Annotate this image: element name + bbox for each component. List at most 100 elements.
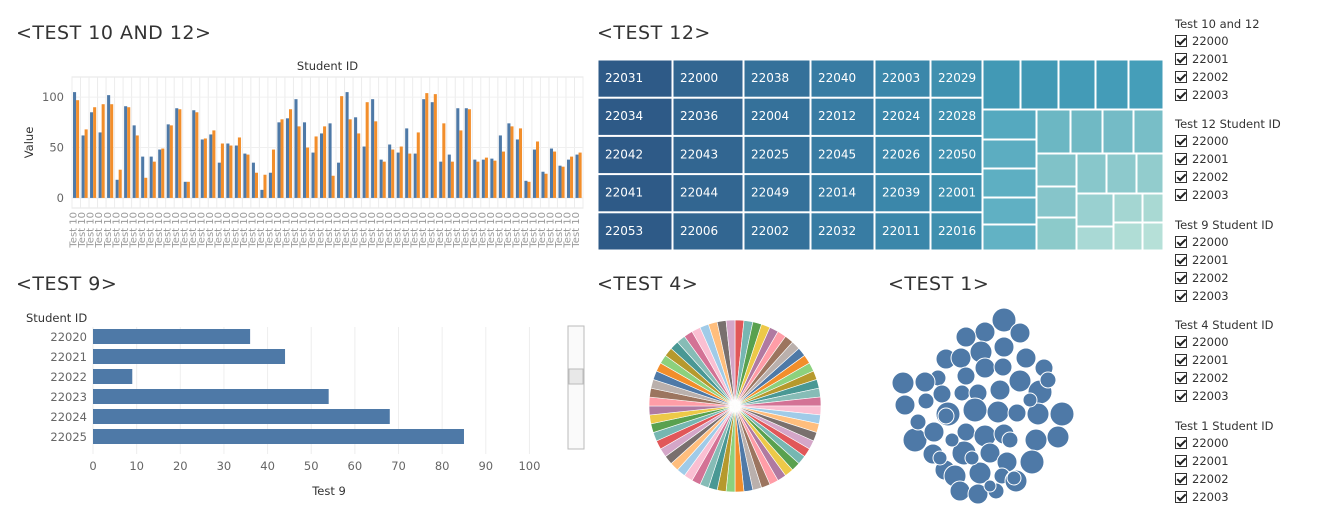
filter-option[interactable]: 22001 (1175, 351, 1335, 369)
filter-option[interactable]: 22003 (1175, 186, 1335, 204)
bubble (917, 392, 935, 410)
filter-option[interactable]: 22000 (1175, 132, 1335, 150)
checkbox-checked-icon[interactable] (1175, 236, 1187, 248)
x-tick-label: Test 10 (196, 212, 207, 249)
filter-option[interactable]: 22002 (1175, 470, 1335, 488)
bar-test10 (337, 162, 341, 198)
checkbox-checked-icon[interactable] (1175, 437, 1187, 449)
checkbox-checked-icon[interactable] (1175, 473, 1187, 485)
treemap-cell (1076, 226, 1114, 251)
treemap-cell-label: 22029 (938, 71, 976, 85)
filter-option[interactable]: 22001 (1175, 251, 1335, 269)
treemap-cell (743, 97, 811, 136)
bar-test10 (209, 134, 213, 198)
bar-test12 (178, 109, 182, 198)
checkbox-checked-icon[interactable] (1175, 89, 1187, 101)
y-tick-label: 22025 (50, 430, 87, 444)
bar-test12 (459, 130, 463, 198)
checkbox-checked-icon[interactable] (1175, 35, 1187, 47)
treemap-cell (982, 59, 1021, 110)
checkbox-checked-icon[interactable] (1175, 354, 1187, 366)
filter-option[interactable]: 22000 (1175, 233, 1335, 251)
x-tick-label: Test 10 (367, 212, 378, 249)
bubble (967, 483, 989, 505)
filter-option[interactable]: 22000 (1175, 434, 1335, 452)
x-tick-label: 20 (173, 459, 188, 473)
bar-test12 (237, 137, 241, 198)
bubble (974, 321, 996, 343)
checkbox-checked-icon[interactable] (1175, 372, 1187, 384)
checkbox-checked-icon[interactable] (1175, 455, 1187, 467)
treemap-cell (597, 135, 673, 175)
treemap-cell (982, 109, 1037, 140)
filter-option[interactable]: 22003 (1175, 387, 1335, 405)
x-tick-label: Test 10 (469, 212, 480, 249)
checkbox-checked-icon[interactable] (1175, 491, 1187, 503)
bar-test12 (314, 136, 318, 198)
checkbox-checked-icon[interactable] (1175, 53, 1187, 65)
treemap-cell (810, 59, 875, 98)
filter-option[interactable]: 22002 (1175, 168, 1335, 186)
x-tick-label: Test 10 (546, 212, 557, 249)
filter-option[interactable]: 22000 (1175, 333, 1335, 351)
checkbox-checked-icon[interactable] (1175, 254, 1187, 266)
x-tick-label: Test 10 (94, 212, 105, 249)
filter-option-label: 22001 (1192, 353, 1229, 367)
filter-option[interactable]: 22001 (1175, 50, 1335, 68)
bar-test10 (354, 117, 358, 198)
treemap-cell (982, 197, 1037, 225)
checkbox-checked-icon[interactable] (1175, 153, 1187, 165)
filter-option[interactable]: 22002 (1175, 369, 1335, 387)
treemap-cell (1036, 217, 1077, 251)
checkbox-checked-icon[interactable] (1175, 290, 1187, 302)
filter-option-label: 22002 (1192, 371, 1229, 385)
x-tick-label: Test 10 (213, 212, 224, 249)
checkbox-checked-icon[interactable] (1175, 390, 1187, 402)
bar-test12 (323, 126, 327, 198)
treemap-cell-label: 22034 (605, 109, 643, 123)
bar-test12 (501, 151, 505, 198)
x-tick-label: Test 10 (273, 212, 284, 249)
filter-option[interactable]: 22003 (1175, 86, 1335, 104)
bubble (1046, 425, 1070, 449)
bubble (1015, 347, 1037, 369)
bar-test12 (203, 138, 207, 198)
x-tick-label: Test 10 (307, 212, 318, 249)
filter-option-label: 22002 (1192, 170, 1229, 184)
filter-option[interactable]: 22003 (1175, 287, 1335, 305)
y-tick-label: 22024 (50, 410, 87, 424)
treemap-cell (874, 135, 931, 175)
treemap-cell (982, 224, 1037, 251)
bar-test12 (118, 169, 122, 198)
checkbox-checked-icon[interactable] (1175, 272, 1187, 284)
checkbox-checked-icon[interactable] (1175, 171, 1187, 183)
x-tick-label: Test 10 (248, 212, 259, 249)
bar-test12 (450, 161, 454, 198)
x-tick-label: Test 10 (188, 212, 199, 249)
treemap-cell-label: 22041 (605, 186, 643, 200)
filter-option[interactable]: 22001 (1175, 150, 1335, 168)
checkbox-checked-icon[interactable] (1175, 189, 1187, 201)
bubble (944, 432, 960, 448)
bubble (1001, 431, 1019, 449)
treemap-cell (1095, 59, 1129, 110)
x-tick-label: 40 (260, 459, 275, 473)
checkbox-checked-icon[interactable] (1175, 336, 1187, 348)
y-tick-label: 22020 (50, 330, 87, 344)
checkbox-checked-icon[interactable] (1175, 71, 1187, 83)
bar-test12 (186, 181, 190, 198)
filter-option[interactable]: 22002 (1175, 269, 1335, 287)
filter-option[interactable]: 22000 (1175, 32, 1335, 50)
filter-option[interactable]: 22003 (1175, 488, 1335, 506)
treemap-cell (930, 174, 983, 213)
filter-option[interactable]: 22002 (1175, 68, 1335, 86)
treemap-cell-label: 22001 (938, 186, 976, 200)
checkbox-checked-icon[interactable] (1175, 135, 1187, 147)
bar-test12 (544, 173, 548, 198)
filter-option[interactable]: 22001 (1175, 452, 1335, 470)
bubble (956, 366, 976, 386)
bar-test12 (144, 177, 148, 198)
bubble (902, 427, 928, 453)
